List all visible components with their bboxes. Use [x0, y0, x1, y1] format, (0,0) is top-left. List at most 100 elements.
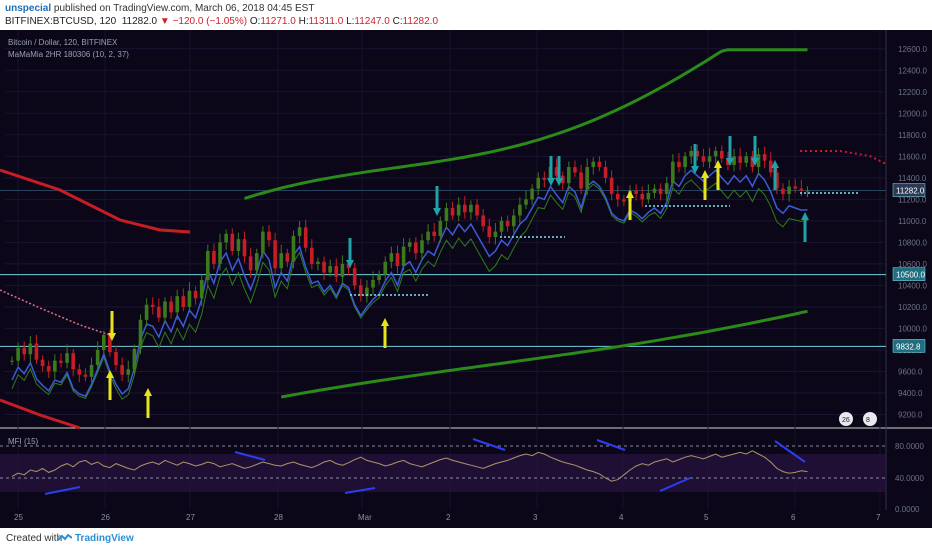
x-tick-label: 5: [704, 513, 709, 522]
candle: [28, 343, 33, 355]
candle: [279, 253, 284, 269]
candle: [505, 220, 510, 227]
moving-average-line: [11, 169, 808, 398]
divergence-line: [596, 439, 626, 451]
candle: [524, 199, 528, 205]
y-tick-label: 10400.0: [898, 281, 927, 290]
sell-arrow-head-icon: [726, 158, 734, 166]
change-value: −120.0 (−1.05%): [172, 16, 248, 27]
candle: [542, 177, 547, 180]
candle: [560, 175, 565, 184]
candle: [138, 319, 143, 349]
candle: [603, 167, 608, 178]
candle: [450, 207, 455, 216]
open-label: O:: [249, 16, 261, 27]
y-tick-label: 11800.0: [898, 131, 927, 140]
candle: [530, 188, 534, 200]
candle: [108, 334, 112, 353]
price-badge-text: 11282.0: [896, 187, 925, 196]
candle: [615, 193, 620, 200]
candle: [493, 231, 498, 237]
y-tick-label: 12400.0: [898, 66, 927, 75]
y-tick-label: 11600.0: [898, 152, 927, 161]
down-arrow-icon: ▼: [159, 16, 170, 27]
mfi-level-label: 40.0000: [895, 474, 924, 483]
published-text: published on TradingView.com, March 06, …: [53, 3, 315, 14]
candle: [169, 301, 173, 313]
candle: [781, 188, 785, 194]
y-tick-label: 9200.0: [898, 410, 923, 419]
x-tick-label: 25: [14, 513, 23, 522]
candle: [310, 247, 314, 264]
x-tick-label: 3: [533, 513, 538, 522]
divergence-line: [44, 486, 81, 495]
author-link[interactable]: unspecial: [5, 3, 52, 14]
candle: [267, 231, 271, 241]
buy-arrow-head-icon: [801, 212, 809, 220]
candle: [438, 220, 443, 236]
candle: [16, 347, 20, 361]
candle: [787, 186, 791, 194]
candle: [132, 348, 137, 370]
event-count: 26: [842, 417, 850, 424]
y-tick-label: 10200.0: [898, 303, 927, 312]
candle: [358, 285, 363, 297]
event-count: 8: [866, 417, 870, 424]
y-tick-label: 10800.0: [898, 238, 927, 247]
sell-arrow-head-icon: [555, 178, 563, 186]
buy-arrow-head-icon: [714, 160, 722, 168]
candle: [101, 334, 106, 350]
candle: [597, 161, 602, 168]
y-tick-label: 11200.0: [898, 195, 927, 204]
event-flag-icon[interactable]: [839, 412, 853, 426]
red-upper-band: [0, 168, 191, 234]
candle: [646, 192, 651, 200]
candle: [352, 268, 357, 286]
candle: [322, 261, 326, 273]
candle: [793, 186, 798, 189]
candle: [499, 220, 504, 232]
candle: [316, 261, 320, 264]
publish-line: unspecial published on TradingView.com, …: [5, 2, 314, 16]
candle: [420, 240, 424, 254]
candle: [175, 296, 180, 313]
candle: [377, 274, 381, 281]
candle: [744, 156, 749, 163]
candle: [567, 167, 571, 184]
sell-arrow-head-icon: [547, 178, 555, 186]
chart-area[interactable]: 26 8 12600.0 12400.0 12200.0 12000.0 11800.0 1…: [0, 30, 932, 528]
candle: [126, 369, 131, 375]
candle: [65, 353, 69, 363]
low-label: L:: [346, 16, 355, 27]
candle: [652, 188, 657, 193]
candle: [10, 360, 14, 362]
candle: [707, 156, 712, 162]
candle: [695, 150, 700, 157]
sell-arrow-head-icon: [751, 158, 759, 166]
candle: [157, 306, 161, 318]
candle: [750, 156, 755, 168]
candle: [365, 287, 369, 297]
sell-arrow-head-icon: [108, 333, 116, 341]
low-value: 11247.0: [354, 16, 390, 27]
candle: [426, 231, 430, 241]
tradingview-brand[interactable]: TradingView: [75, 533, 134, 544]
legend-title: Bitcoin / Dollar, 120, BITFINEX: [8, 38, 118, 47]
price-chart[interactable]: 26 8 12600.012400.012200.012000.011800.01…: [0, 30, 932, 528]
candle: [591, 161, 596, 168]
y-tick-label: 12200.0: [898, 88, 927, 97]
candle: [432, 231, 437, 236]
candle: [34, 343, 39, 360]
x-tick-label: 2: [446, 513, 451, 522]
candle: [622, 199, 626, 202]
event-flag-icon[interactable]: [863, 412, 877, 426]
candle: [481, 215, 485, 227]
mfi-level-label: 0.0000: [895, 505, 920, 514]
candle: [511, 215, 516, 227]
candle: [658, 188, 663, 194]
candle: [518, 204, 522, 216]
candle: [664, 183, 669, 194]
projection-dotted-line: [800, 150, 887, 165]
candle: [144, 304, 149, 320]
close-label: C:: [392, 16, 403, 27]
